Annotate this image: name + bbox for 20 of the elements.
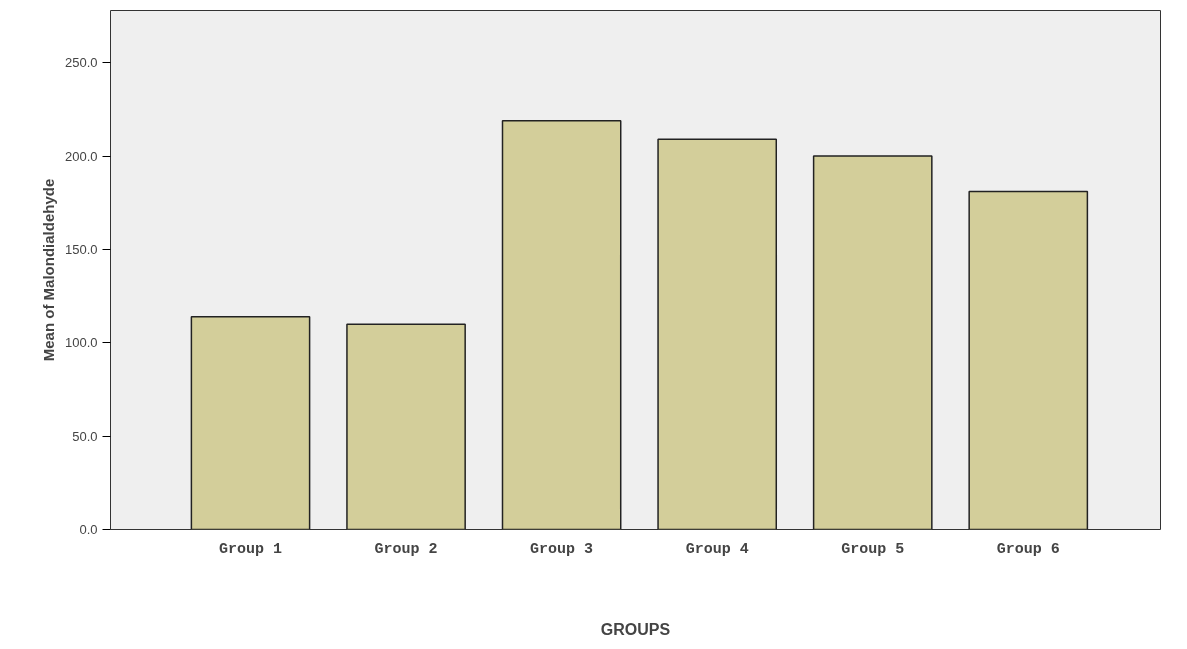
x-tick-label: Group 3 [530,540,594,558]
x-tick-label: Group 1 [218,540,283,558]
x-tick-label: Group 6 [996,540,1060,558]
x-axis-title: GROUPS [600,620,671,638]
x-tick-label: Group 2 [374,540,438,558]
bar [968,190,1089,530]
y-tick-label: 150.0 [64,241,98,257]
bar [190,315,311,530]
bar [501,119,622,530]
bar [812,155,933,530]
x-tick-label: Group 5 [841,540,905,558]
y-tick-label: 250.0 [64,55,98,71]
x-tick-label: Group 4 [685,540,749,558]
y-tick-label: 200.0 [64,148,98,164]
bar [346,323,466,530]
y-tick-label: 100.0 [64,335,98,351]
y-axis-title: Mean of Malondialdehyde [39,178,57,362]
y-tick-label: 50.0 [72,428,98,444]
y-tick-label: 0.0 [79,522,98,537]
bar [657,138,778,530]
